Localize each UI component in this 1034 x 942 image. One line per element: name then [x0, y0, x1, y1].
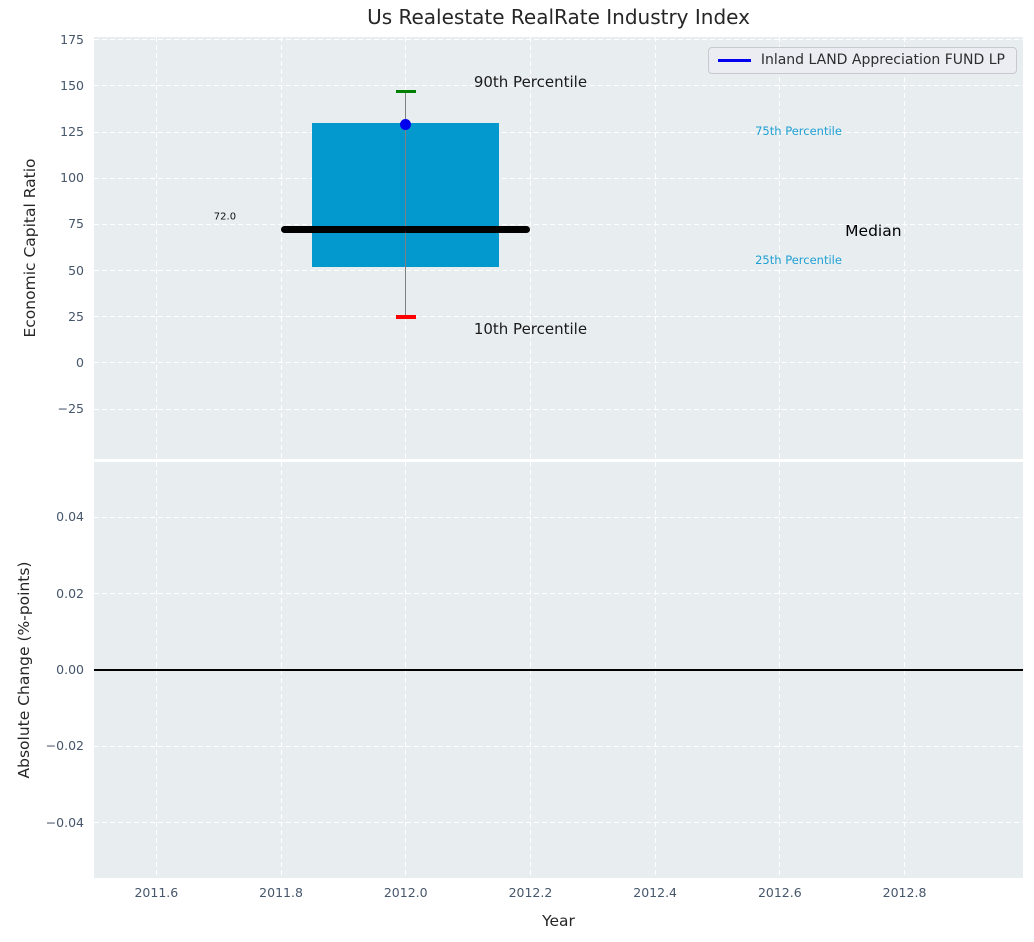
gridline-x [654, 37, 656, 459]
x-tick-label: 2011.6 [134, 885, 179, 900]
legend: Inland LAND Appreciation FUND LP [707, 47, 1017, 74]
gridline-x [280, 37, 282, 459]
gridline-x [904, 37, 906, 459]
gridline-y [94, 131, 1023, 133]
gridline-y [94, 270, 1023, 272]
annotation-25th-percentile: 25th Percentile [755, 253, 842, 268]
y-tick-label: 0 [76, 354, 84, 370]
gridline-y [94, 362, 1023, 364]
legend-label: Inland LAND Appreciation FUND LP [760, 52, 1005, 68]
legend-line-icon [717, 58, 751, 62]
gridline-y [94, 408, 1023, 410]
annotation-median: Median [845, 222, 902, 241]
median-line [281, 226, 531, 234]
fund-value-dot [400, 119, 412, 131]
gridline-y [94, 85, 1023, 87]
x-tick-label: 2012.8 [882, 885, 927, 900]
y-tick-label: 75 [68, 216, 84, 232]
gridline-y [94, 177, 1023, 179]
annotation-72-0: 72.0 [213, 211, 237, 223]
gridline-y [94, 516, 1023, 518]
y-tick-label: 125 [60, 124, 84, 140]
annotation-90th-percentile: 90th Percentile [473, 73, 588, 92]
gridline-y [94, 316, 1023, 318]
y-tick-label: 100 [60, 170, 84, 186]
x-tick-label: 2011.8 [259, 885, 303, 900]
x-tick-label: 2012.6 [757, 885, 802, 900]
whisker-cap-10th [395, 315, 416, 319]
y-tick-label: −0.02 [45, 738, 84, 754]
y-tick-label: 25 [68, 308, 84, 324]
y-tick-label: 50 [68, 262, 84, 278]
whisker-line [404, 91, 407, 317]
x-tick-label: 2012.4 [633, 885, 678, 900]
gridline-y [94, 223, 1023, 225]
gridline-y [94, 822, 1023, 824]
chart-title: Us Realestate RealRate Industry Index [367, 5, 750, 29]
gridline-y [94, 745, 1023, 747]
x-axis-label: Year [542, 912, 575, 930]
y-tick-label: 175 [60, 31, 84, 47]
gridline-x [155, 37, 157, 459]
annotation-75th-percentile: 75th Percentile [755, 124, 842, 138]
x-tick-label: 2012.0 [383, 885, 428, 900]
zero-line [94, 669, 1023, 671]
gridline-x [779, 37, 781, 459]
y-tick-label: 0.02 [56, 585, 84, 601]
y-tick-label: 150 [60, 77, 84, 93]
gridline-x [529, 37, 531, 459]
whisker-cap-90th [395, 89, 416, 94]
gridline-y [94, 593, 1023, 595]
x-tick-label: 2012.2 [508, 885, 553, 900]
gridline-y [94, 39, 1023, 41]
y-tick-label: 0.00 [56, 662, 84, 677]
bottom-panel [94, 462, 1023, 878]
y-tick-label: −25 [57, 401, 84, 417]
y-tick-label: 0.04 [56, 509, 84, 525]
top-panel: 90th Percentile 10th Percentile 75th Perce… [94, 37, 1023, 459]
y-tick-label: −0.04 [45, 814, 84, 830]
annotation-10th-percentile: 10th Percentile [473, 319, 588, 338]
